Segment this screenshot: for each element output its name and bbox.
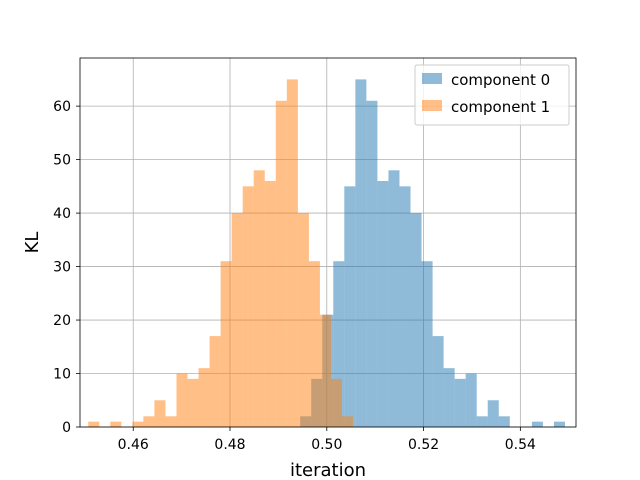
bar-series-1-bin-18 [286,79,298,428]
bar-series-1-bin-6 [154,400,166,427]
bar-series-0-bin-5 [355,79,367,428]
bar-series-0-bin-13 [443,368,455,427]
grid-lines [80,58,576,428]
bar-series-1-bin-2 [110,421,122,427]
bar-series-0-bin-21 [531,421,543,427]
y-tick-label-0: 0 [62,420,71,436]
bar-series-1-bin-23 [341,416,354,427]
bar-series-0-bin-8 [388,170,400,427]
x-tick-label-3: 0.52 [408,437,439,453]
bar-series-0-bin-6 [366,100,378,428]
legend-box [414,64,570,126]
plot-frame [79,57,577,428]
bar-series-0-bin-18 [498,416,510,427]
bar-series-0-bin-7 [377,181,389,427]
bar-series-1-bin-12 [220,261,232,427]
x-axis-label: iteration [290,460,366,480]
bar-series-1-bin-11 [209,336,221,427]
bar-series-0-bin-14 [454,378,466,427]
bar-series-1-bin-14 [242,186,254,427]
y-tick-label-2: 20 [53,313,71,329]
legend-label-component-0: component 0 [451,71,550,89]
bar-series-0-bin-15 [465,373,477,427]
bar-series-1-bin-21 [319,314,331,427]
bar-series-0-bin-16 [476,416,488,427]
bar-series-0-bin-17 [487,400,499,427]
bar-series-1-bin-19 [297,213,309,427]
bar-series-1-bin-9 [187,378,199,427]
y-tick-label-1: 10 [53,367,71,383]
bar-series-0-bin-4 [344,186,356,427]
bar-series-0-bin-9 [399,186,411,427]
bar-series-0-bin-23 [553,421,565,427]
y-tick-label-3: 30 [53,260,71,276]
bar-series-0-bin-11 [421,261,433,427]
x-tick-label-0: 0.46 [118,437,149,453]
legend-swatch-component-1 [422,100,442,111]
bar-series-0-bin-10 [410,213,422,427]
bar-series-0-bin-12 [432,336,444,427]
bar-series-1-bin-8 [176,373,188,427]
x-tick-label-2: 0.50 [311,437,342,453]
bar-series-1-bin-0 [88,421,100,427]
bar-series-1-bin-10 [198,368,210,427]
y-axis-label: KL [22,232,43,254]
x-tick-label-4: 0.54 [505,437,536,453]
legend: component 0 component 1 [414,64,570,126]
bar-series-1-bin-22 [330,378,342,427]
histogram-bars [88,79,565,428]
bar-series-1-bin-7 [165,416,177,427]
y-tick-label-6: 60 [53,99,71,115]
axis-ticks: 0.46 0.48 0.50 0.52 0.54 0 10 20 30 40 50 60 [53,99,536,453]
bar-series-1-bin-13 [231,213,243,427]
legend-swatch-component-0 [422,73,442,84]
bar-series-0-bin-3 [333,261,345,427]
y-tick-label-5: 50 [53,153,71,169]
bar-series-1-bin-5 [143,416,155,427]
legend-label-component-1: component 1 [451,98,550,116]
y-tick-label-4: 40 [53,206,71,222]
bar-series-1-bin-16 [264,181,276,427]
bar-series-1-bin-15 [253,170,265,427]
bar-series-1-bin-17 [275,100,287,428]
x-tick-label-1: 0.48 [214,437,245,453]
bar-series-1-bin-4 [132,421,144,427]
bar-series-1-bin-20 [308,261,320,427]
